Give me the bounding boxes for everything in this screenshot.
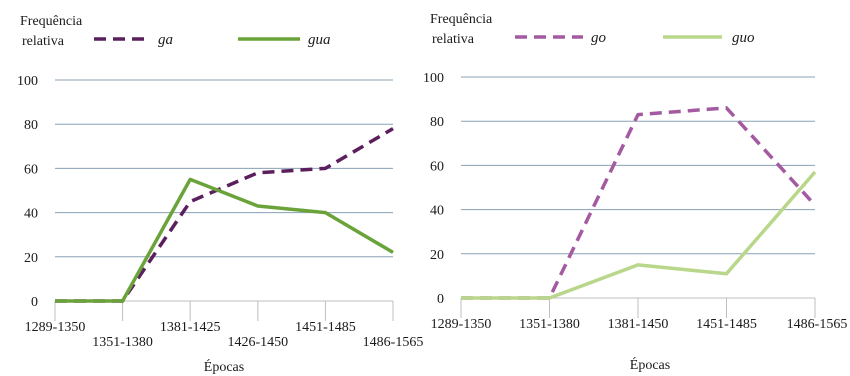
y-tick-label-20: 20	[24, 251, 38, 266]
chart-2: Frequência relativa 0 20 40 60 80 100 1289-1350 1…	[423, 12, 847, 373]
y-tick-label-0: 0	[31, 295, 38, 310]
legend-label-gua: gua	[308, 32, 331, 48]
series-line-guo	[461, 170, 817, 300]
x-tick-label: 1351-1380	[92, 335, 153, 350]
x-tick-label: 1289-1350	[431, 317, 492, 332]
y-axis-label-line-1: Frequência	[20, 14, 83, 29]
x-tick-label: 1381-1425	[160, 320, 221, 335]
x-tick-label: 1426-1450	[227, 335, 288, 350]
x-axis-label: Épocas	[630, 356, 670, 373]
legend-label-go: go	[591, 30, 607, 46]
y-axis-label-line-2: relativa	[22, 34, 65, 49]
y-tick-label-60: 60	[24, 162, 38, 177]
y-tick-label-20: 20	[430, 248, 444, 263]
x-tick-label: 1351-1380	[519, 317, 580, 332]
x-tick-label: 1289-1350	[25, 320, 86, 335]
x-tick-label: 1381-1450	[608, 317, 669, 332]
x-tick-label: 1486-1565	[363, 335, 424, 350]
legend-label-guo: guo	[732, 30, 755, 46]
series-line-ga	[55, 127, 394, 303]
x-axis-label: Épocas	[204, 358, 244, 375]
y-tick-label-80: 80	[430, 115, 444, 130]
chart-1: Frequência relativa 0 20 40 60 80 100 1289-1350 1…	[17, 14, 423, 375]
y-tick-label-100: 100	[17, 74, 38, 89]
legend-label-ga: ga	[158, 32, 173, 48]
y-tick-label-100: 100	[423, 71, 444, 86]
x-tick-label: 1451-1485	[295, 320, 356, 335]
y-tick-label-60: 60	[430, 159, 444, 174]
y-axis-label-line-2: relativa	[432, 32, 475, 47]
series-line-go	[461, 106, 817, 300]
series-line-gua	[55, 177, 394, 303]
y-axis-label-line-1: Frequência	[430, 12, 493, 27]
x-tick-label: 1451-1485	[696, 317, 757, 332]
y-tick-label-40: 40	[430, 204, 444, 219]
y-tick-label-0: 0	[437, 292, 444, 307]
y-tick-label-80: 80	[24, 118, 38, 133]
y-tick-label-40: 40	[24, 207, 38, 222]
x-tick-label: 1486-1565	[787, 317, 848, 332]
